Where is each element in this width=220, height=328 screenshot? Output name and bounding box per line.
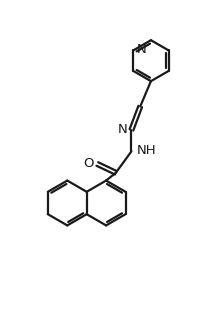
Text: NH: NH (136, 144, 156, 157)
Text: O: O (83, 156, 94, 170)
Text: N: N (117, 123, 127, 136)
Text: N: N (137, 43, 147, 56)
